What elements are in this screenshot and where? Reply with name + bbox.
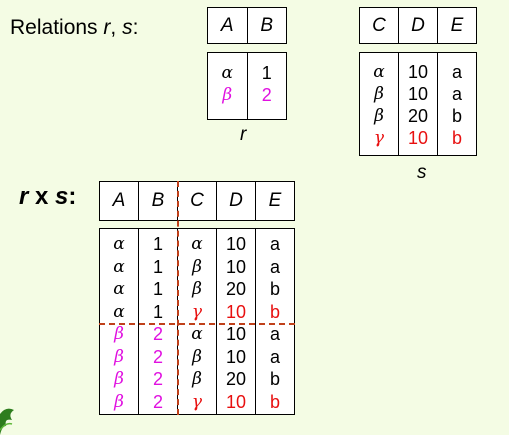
s-col-E: a a b b bbox=[438, 53, 476, 155]
product-cell: 10 bbox=[225, 391, 247, 412]
s-header-C: C bbox=[360, 8, 399, 43]
product-cell: 10 bbox=[225, 234, 247, 254]
product-header-E: E bbox=[268, 190, 282, 211]
r-cell: 1 bbox=[261, 63, 272, 83]
s-cell: 20 bbox=[407, 106, 429, 126]
product-cell: β bbox=[114, 369, 124, 389]
product-cell: 20 bbox=[225, 369, 247, 389]
leaf-decoration-icon bbox=[0, 408, 14, 435]
relation-r-header: A B bbox=[207, 7, 287, 44]
product-label-op: x bbox=[28, 183, 56, 210]
product-cell: β bbox=[114, 324, 124, 344]
product-cell: 20 bbox=[225, 279, 247, 299]
product-cell: γ bbox=[191, 391, 203, 412]
r-cell: α bbox=[221, 63, 233, 83]
product-label-r: r bbox=[19, 183, 29, 210]
product-cell: a bbox=[269, 256, 280, 277]
product-cell: 10 bbox=[225, 256, 247, 277]
title-prefix: Relations bbox=[10, 16, 104, 39]
product-label-colon: : bbox=[68, 183, 77, 210]
product-header-B: B bbox=[139, 182, 178, 220]
product-cell: β bbox=[192, 369, 202, 389]
r-col-B: 1 2 bbox=[248, 53, 287, 119]
s-cell: 10 bbox=[407, 128, 429, 148]
product-cell: 10 bbox=[225, 324, 247, 344]
product-cell: 10 bbox=[225, 301, 247, 322]
s-col-C: α β β γ bbox=[360, 53, 399, 155]
r-cell: 2 bbox=[261, 85, 272, 105]
relation-r-body: α β 1 2 bbox=[207, 52, 287, 120]
product-cell: α bbox=[113, 234, 125, 254]
product-row-divider bbox=[99, 323, 295, 325]
s-cell: α bbox=[373, 62, 385, 82]
r-col-A: α β bbox=[208, 53, 248, 119]
product-cell: a bbox=[269, 234, 280, 254]
relation-r-name: r bbox=[240, 124, 247, 145]
product-header: A B C D E bbox=[99, 181, 295, 221]
s-col-D: 10 10 20 10 bbox=[399, 53, 438, 155]
product-header-A: A bbox=[100, 182, 139, 220]
product-cell: a bbox=[269, 324, 280, 344]
relation-s-body: α β β γ 10 10 20 10 a a b b bbox=[359, 52, 477, 156]
product-label-s: s bbox=[55, 183, 69, 210]
product-cell: 1 bbox=[152, 234, 163, 254]
s-cell: b bbox=[451, 128, 462, 148]
s-cell: β bbox=[374, 106, 384, 126]
product-cell: β bbox=[192, 279, 202, 299]
relation-s-name: s bbox=[417, 162, 427, 183]
slide-title: Relations r, s: bbox=[10, 16, 138, 40]
title-s: s bbox=[122, 16, 133, 39]
relation-s-header: C D E bbox=[359, 7, 477, 44]
product-cell: β bbox=[192, 346, 202, 367]
r-cell: β bbox=[222, 85, 233, 105]
product-cell: β bbox=[192, 256, 202, 277]
r-header-A: A bbox=[208, 8, 248, 43]
product-cell: b bbox=[269, 369, 280, 389]
product-cell: 10 bbox=[225, 346, 247, 367]
product-cell: a bbox=[269, 346, 280, 367]
s-cell: 10 bbox=[407, 84, 429, 104]
product-cell: b bbox=[269, 391, 280, 412]
product-column-divider bbox=[177, 181, 179, 415]
product-cell: β bbox=[114, 391, 124, 412]
title-sep: , bbox=[110, 16, 123, 39]
s-header-D: D bbox=[399, 8, 438, 43]
product-cell: α bbox=[113, 256, 125, 277]
product-body: α α α α β β β β 1 1 1 1 2 2 2 2 α β β γ α β β γ 10 10 20 10 10 10 20 10… bbox=[99, 228, 295, 415]
title-r: r bbox=[103, 16, 111, 39]
product-cell: 1 bbox=[152, 301, 163, 322]
product-header-D: D bbox=[217, 182, 256, 220]
s-cell: γ bbox=[373, 128, 385, 148]
product-cell: b bbox=[269, 301, 280, 322]
s-cell: a bbox=[451, 84, 462, 104]
title-suffix: : bbox=[132, 16, 139, 39]
product-cell: α bbox=[113, 279, 125, 299]
product-cell: α bbox=[191, 324, 203, 344]
product-cell: 2 bbox=[152, 369, 163, 389]
product-cell: 1 bbox=[152, 256, 163, 277]
s-cell: β bbox=[374, 84, 384, 104]
r-header-B: B bbox=[260, 14, 274, 36]
product-col-D: 10 10 20 10 10 10 20 10 bbox=[217, 229, 256, 414]
product-cell: γ bbox=[191, 301, 203, 322]
product-cell: α bbox=[191, 234, 203, 254]
s-cell: a bbox=[451, 62, 462, 82]
s-cell: 10 bbox=[407, 62, 429, 82]
product-header-C: C bbox=[178, 182, 217, 220]
s-header-E: E bbox=[450, 14, 464, 36]
product-cell: 2 bbox=[152, 391, 163, 412]
product-cell: α bbox=[113, 301, 125, 322]
product-cell: β bbox=[114, 346, 124, 367]
product-label: r x s: bbox=[19, 183, 76, 211]
product-cell: 2 bbox=[152, 346, 163, 367]
product-cell: 1 bbox=[152, 279, 163, 299]
s-cell: b bbox=[451, 106, 462, 126]
product-cell: b bbox=[269, 279, 280, 299]
product-cell: 2 bbox=[152, 324, 163, 344]
